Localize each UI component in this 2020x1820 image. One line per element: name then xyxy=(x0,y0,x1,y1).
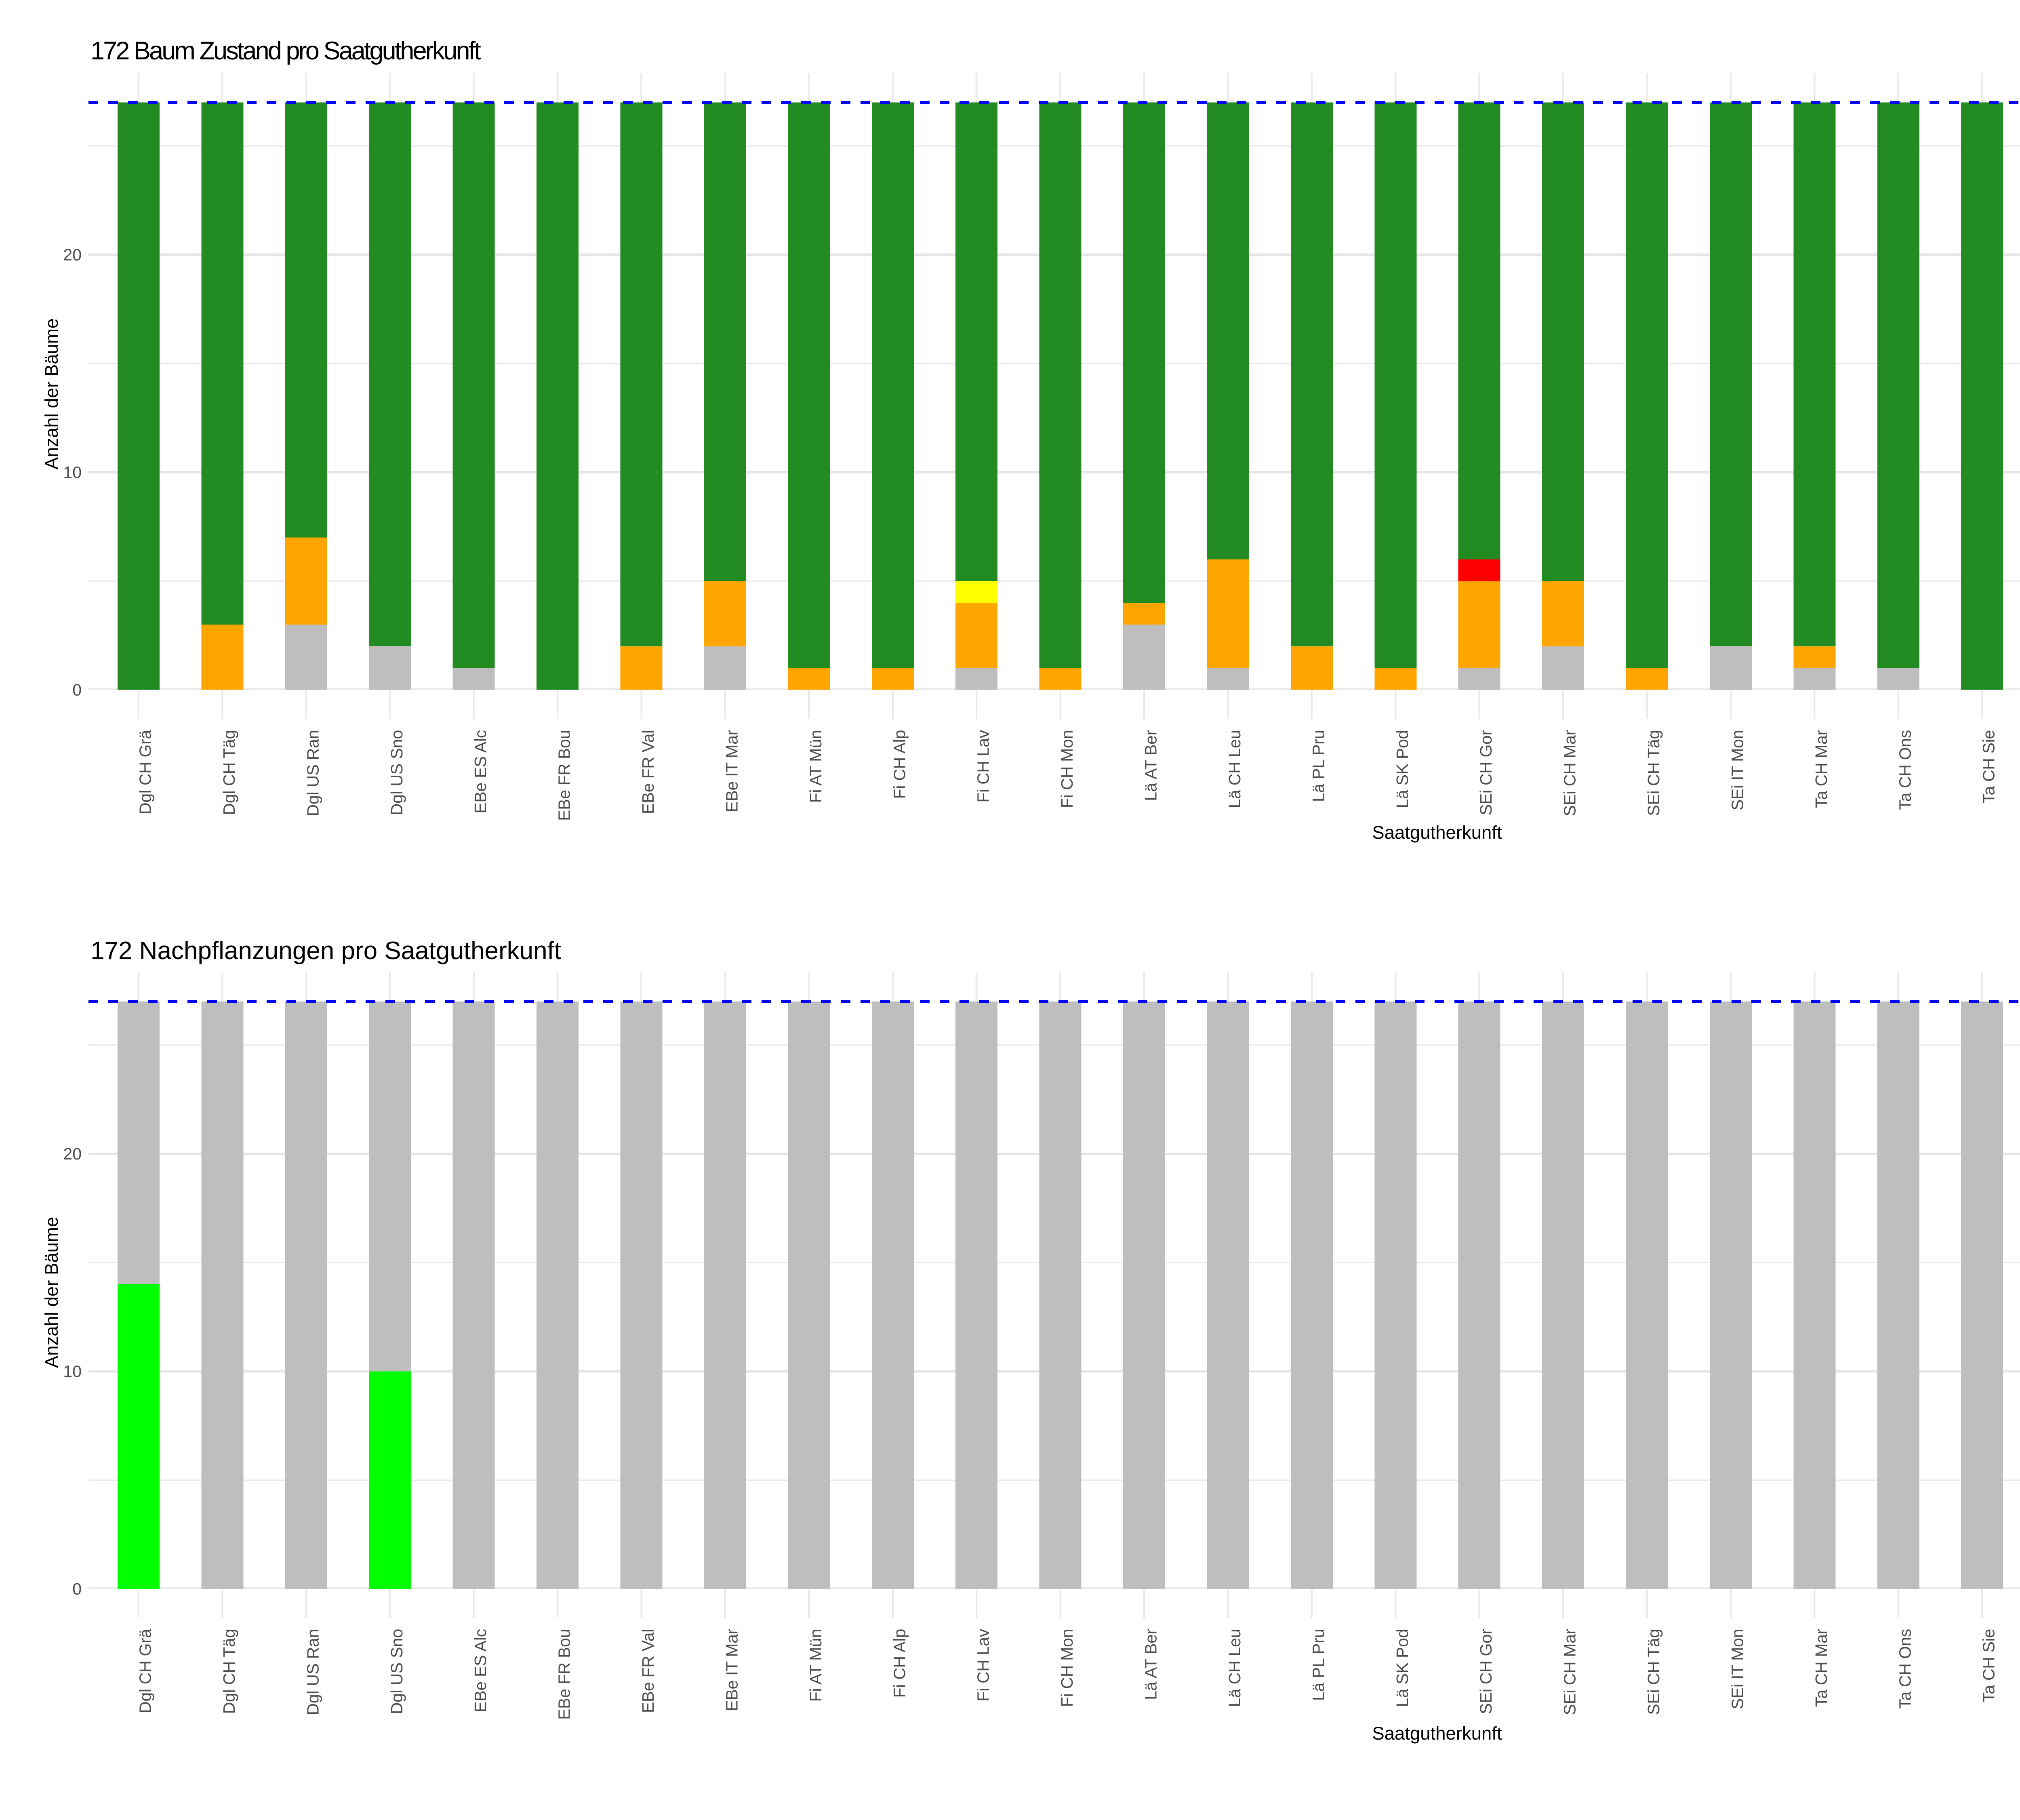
svg-text:172 Nachpflanzungen pro Saatgu: 172 Nachpflanzungen pro Saatgutherkunft xyxy=(90,937,561,965)
svg-text:SEi CH Mar: SEi CH Mar xyxy=(1561,730,1579,816)
svg-text:Dgl CH Täg: Dgl CH Täg xyxy=(220,1629,238,1714)
svg-text:Lä AT Ber: Lä AT Ber xyxy=(1142,730,1160,801)
svg-text:Ta CH Ons: Ta CH Ons xyxy=(1896,1629,1914,1709)
svg-text:0: 0 xyxy=(72,681,82,699)
svg-text:Dgl US Sno: Dgl US Sno xyxy=(387,1629,406,1714)
svg-text:Ta CH Ons: Ta CH Ons xyxy=(1896,730,1914,810)
svg-text:Fi CH Alp: Fi CH Alp xyxy=(890,730,909,799)
svg-text:Ta CH Mar: Ta CH Mar xyxy=(1812,730,1831,808)
svg-text:Fi AT Mün: Fi AT Mün xyxy=(806,730,825,803)
svg-text:Dgl CH Grä: Dgl CH Grä xyxy=(136,730,155,814)
svg-text:SEi CH Täg: SEi CH Täg xyxy=(1644,1629,1663,1715)
svg-text:Fi CH Alp: Fi CH Alp xyxy=(890,1629,909,1698)
svg-text:EBe IT Mar: EBe IT Mar xyxy=(722,1629,741,1711)
svg-text:Lä CH Leu: Lä CH Leu xyxy=(1225,730,1244,808)
svg-text:SEi CH Mar: SEi CH Mar xyxy=(1561,1629,1579,1715)
svg-text:Ta CH Mar: Ta CH Mar xyxy=(1812,1629,1831,1707)
svg-text:Dgl CH Täg: Dgl CH Täg xyxy=(220,730,238,815)
svg-text:172 Baum Zustand pro Saatguthe: 172 Baum Zustand pro Saatgutherkunft xyxy=(90,37,481,65)
svg-text:EBe ES Alc: EBe ES Alc xyxy=(471,1629,490,1713)
svg-text:Lä PL Pru: Lä PL Pru xyxy=(1309,730,1328,802)
svg-text:Dgl US Ran: Dgl US Ran xyxy=(303,730,322,816)
svg-text:Dgl US Sno: Dgl US Sno xyxy=(387,730,406,815)
svg-text:EBe FR Bou: EBe FR Bou xyxy=(555,730,574,821)
svg-text:10: 10 xyxy=(63,463,82,482)
svg-text:Fi CH Mon: Fi CH Mon xyxy=(1058,730,1076,808)
svg-text:Saatgutherkunft: Saatgutherkunft xyxy=(1372,1723,1502,1744)
svg-text:Ta CH Sie: Ta CH Sie xyxy=(1980,730,1998,804)
svg-text:Saatgutherkunft: Saatgutherkunft xyxy=(1372,822,1502,843)
svg-text:Lä CH Leu: Lä CH Leu xyxy=(1225,1629,1244,1707)
svg-text:Lä PL Pru: Lä PL Pru xyxy=(1309,1629,1328,1701)
svg-text:Ta CH Sie: Ta CH Sie xyxy=(1980,1629,1998,1702)
svg-text:Fi CH Mon: Fi CH Mon xyxy=(1058,1629,1076,1707)
svg-text:EBe IT Mar: EBe IT Mar xyxy=(722,730,741,812)
svg-text:SEi IT Mon: SEi IT Mon xyxy=(1728,730,1747,810)
svg-text:EBe FR Bou: EBe FR Bou xyxy=(555,1629,574,1720)
svg-text:Dgl US Ran: Dgl US Ran xyxy=(303,1629,322,1715)
svg-text:SEi CH Täg: SEi CH Täg xyxy=(1644,730,1663,816)
svg-text:SEi CH Gor: SEi CH Gor xyxy=(1477,1629,1495,1714)
svg-text:Fi AT Mün: Fi AT Mün xyxy=(806,1629,825,1702)
svg-text:0: 0 xyxy=(72,1580,82,1598)
svg-text:SEi IT Mon: SEi IT Mon xyxy=(1728,1629,1747,1709)
svg-text:Lä SK Pod: Lä SK Pod xyxy=(1393,730,1412,808)
svg-text:Lä SK Pod: Lä SK Pod xyxy=(1393,1629,1412,1707)
svg-text:Anzahl der Bäume: Anzahl der Bäume xyxy=(41,318,62,469)
svg-text:Dgl CH Grä: Dgl CH Grä xyxy=(136,1629,155,1713)
svg-text:10: 10 xyxy=(63,1362,82,1381)
svg-text:Fi CH Lav: Fi CH Lav xyxy=(974,1629,993,1701)
svg-text:Anzahl der Bäume: Anzahl der Bäume xyxy=(41,1217,62,1368)
svg-text:20: 20 xyxy=(63,1145,82,1163)
svg-text:EBe FR Val: EBe FR Val xyxy=(639,730,657,814)
svg-text:SEi CH Gor: SEi CH Gor xyxy=(1477,730,1495,815)
svg-text:EBe ES Alc: EBe ES Alc xyxy=(471,730,490,814)
svg-text:20: 20 xyxy=(63,246,82,264)
svg-text:Fi CH Lav: Fi CH Lav xyxy=(974,730,993,802)
svg-text:Lä AT Ber: Lä AT Ber xyxy=(1142,1629,1160,1700)
svg-text:EBe FR Val: EBe FR Val xyxy=(639,1629,657,1713)
